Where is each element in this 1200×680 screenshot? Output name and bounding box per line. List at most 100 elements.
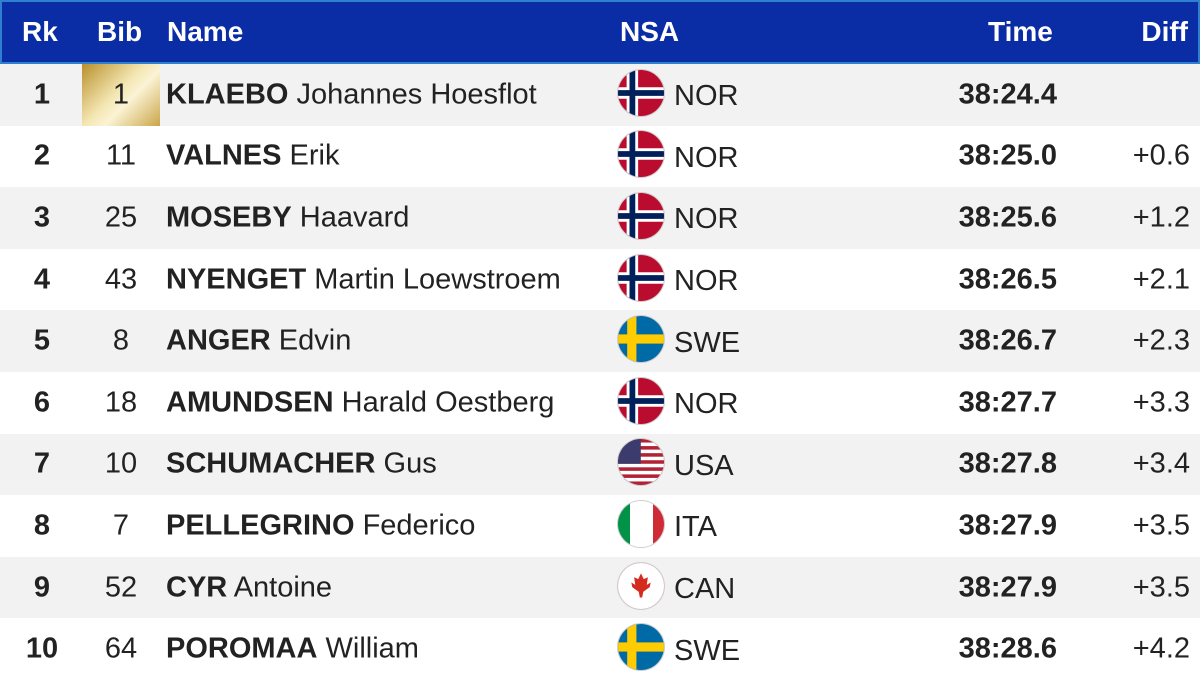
diff-cell: +3.5 [1132,509,1190,542]
bib-cell: 7 [112,509,130,542]
nsa-cell: NOR [618,254,739,303]
norway-flag-icon [618,192,664,239]
time-cell: 38:26.5 [958,263,1057,296]
athlete-first-name: Erik [289,139,340,172]
table-row[interactable]: 1 1 KLAEBO Johannes Hoesflot NOR 38:24.4 [0,64,1200,126]
nsa-code: SWE [674,634,741,667]
bib-cell: 8 [112,324,130,357]
canada-flag-icon [618,562,664,609]
time-cell: 38:24.4 [958,78,1057,111]
rank-cell: 9 [33,571,51,604]
usa-flag-icon [618,439,664,486]
rank-cell: 2 [33,139,51,172]
athlete-name[interactable]: MOSEBY Haavard [166,201,409,234]
table-row[interactable]: 6 18 AMUNDSEN Harald Oestberg NOR 38:27.7 +3.… [0,372,1200,434]
table-row[interactable]: 2 11 VALNES Erik NOR 38:25.0 +0.6 [0,126,1200,188]
nsa-cell: NOR [618,377,738,426]
diff-cell: +3.3 [1132,386,1190,419]
time-cell: 38:27.9 [958,509,1057,542]
bib-cell: 43 [104,263,138,296]
bib-cell: 1 [112,78,130,111]
rank-cell: 5 [33,324,51,357]
athlete-name[interactable]: SCHUMACHER Gus [166,448,437,481]
time-cell: 38:27.9 [958,571,1057,604]
table-row[interactable]: 3 25 MOSEBY Haavard NOR 38:25.6 +1.2 [0,187,1200,249]
athlete-first-name: Harald Oestberg [341,386,555,419]
header-rank[interactable]: Rk [22,16,58,47]
nsa-code: NOR [674,265,739,298]
athlete-last-name: NYENGET [166,263,307,296]
header-nsa[interactable]: NSA [620,16,680,47]
table-row[interactable]: 7 10 SCHUMACHER Gus USA 38:27.8 +3.4 [0,433,1200,496]
athlete-first-name: William [325,632,419,665]
rank-cell: 3 [33,201,51,234]
athlete-first-name: Johannes Hoesflot [296,78,537,111]
athlete-first-name: Edvin [278,324,352,357]
athlete-last-name: ANGER [166,324,271,357]
table-row[interactable]: 5 8 ANGER Edvin SWE 38:26.7 +2.3 [0,310,1200,372]
nsa-code: NOR [674,80,739,113]
nsa-cell: NOR [618,69,739,118]
athlete-last-name: KLAEBO [166,78,289,111]
bib-cell: 25 [104,201,138,234]
nsa-code: ITA [674,511,717,544]
bib-cell: 52 [104,571,138,604]
athlete-last-name: PELLEGRINO [166,509,355,542]
norway-flag-icon [618,131,664,178]
diff-cell: +0.6 [1132,139,1190,172]
table-body: 1 1 KLAEBO Johannes Hoesflot NOR 38:24.4 2 11 V… [0,64,1200,680]
norway-flag-icon [618,69,664,116]
table-row[interactable]: 8 7 PELLEGRINO Federico ITA 38:27.9 +3.5 [0,495,1200,557]
athlete-first-name: Haavard [299,201,410,234]
time-cell: 38:25.0 [958,139,1057,172]
athlete-first-name: Martin Loewstroem [314,263,561,296]
diff-cell: +4.2 [1132,632,1190,665]
athlete-last-name: VALNES [166,139,282,172]
nsa-code: NOR [674,141,739,174]
table-row[interactable]: 9 52 CYR Antoine CAN 38:27.9 +3.5 [0,556,1200,619]
time-cell: 38:27.7 [958,386,1057,419]
athlete-name[interactable]: AMUNDSEN Harald Oestberg [166,386,554,419]
diff-cell: +2.1 [1132,263,1190,296]
athlete-name[interactable]: NYENGET Martin Loewstroem [166,263,561,296]
header-time[interactable]: Time [988,16,1053,47]
athlete-name[interactable]: VALNES Erik [166,140,340,173]
table-row[interactable]: 10 64 POROMAA William SWE 38:28.6 +4.2 [0,618,1200,680]
athlete-name[interactable]: KLAEBO Johannes Hoesflot [166,78,537,111]
header-bib[interactable]: Bib [97,16,143,47]
table-row[interactable]: 4 43 NYENGET Martin Loewstroem NOR 38:26.5 +2… [0,249,1200,311]
athlete-last-name: AMUNDSEN [166,386,334,419]
athlete-first-name: Antoine [233,571,333,604]
athlete-first-name: Gus [383,447,437,480]
nsa-cell: USA [618,439,734,487]
header-diff[interactable]: Diff [1141,16,1188,47]
nsa-code: USA [674,449,734,482]
rank-cell: 8 [33,509,51,542]
athlete-last-name: SCHUMACHER [166,447,376,480]
athlete-name[interactable]: POROMAA William [166,633,419,666]
rank-cell: 1 [33,78,51,111]
rank-cell: 7 [33,447,51,480]
diff-cell: +1.2 [1132,201,1190,234]
bib-cell: 11 [105,139,137,172]
time-cell: 38:28.6 [958,632,1057,665]
norway-flag-icon [618,377,664,424]
athlete-last-name: POROMAA [166,632,318,665]
sweden-flag-icon [618,316,664,363]
nsa-cell: SWE [618,624,741,672]
bib-cell: 64 [104,632,138,665]
diff-cell: +3.5 [1132,571,1190,604]
diff-cell: +3.4 [1132,447,1190,480]
athlete-last-name: MOSEBY [166,201,292,234]
diff-cell: +2.3 [1132,324,1190,357]
rank-cell: 4 [33,263,51,296]
athlete-name[interactable]: ANGER Edvin [166,325,351,358]
header-name[interactable]: Name [167,16,244,47]
athlete-name[interactable]: PELLEGRINO Federico [166,509,475,542]
nsa-cell: ITA [618,500,717,549]
athlete-name[interactable]: CYR Antoine [166,571,332,604]
athlete-last-name: CYR [166,571,228,604]
leader-bib-highlight [82,64,160,126]
nsa-code: SWE [674,326,741,359]
